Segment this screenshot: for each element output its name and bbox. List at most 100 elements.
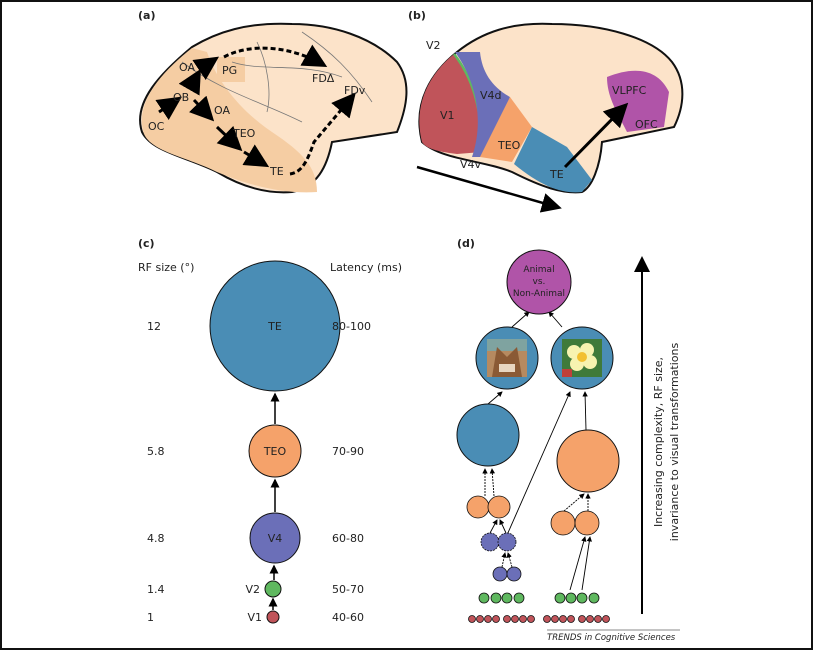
latency-teo: 70-90 bbox=[332, 445, 364, 458]
cat-image bbox=[487, 339, 527, 377]
label-teo-b: TEO bbox=[497, 139, 521, 152]
input-unit bbox=[543, 615, 551, 623]
te-node bbox=[209, 260, 341, 392]
teo-region bbox=[480, 97, 532, 162]
lower-layer-units bbox=[466, 495, 610, 623]
orange-unit bbox=[487, 495, 511, 519]
label-teo: TEO bbox=[232, 127, 256, 140]
input-unit bbox=[567, 615, 575, 623]
input-unit bbox=[519, 615, 527, 623]
hierarchy-arrows bbox=[268, 392, 280, 610]
label-oa-upper: OA bbox=[179, 61, 195, 74]
panel-b: (b) V2 V1 V4d V4v TEO TE VLPFC OFC bbox=[408, 9, 684, 213]
te-node-label: TE bbox=[267, 320, 282, 333]
input-unit bbox=[586, 615, 594, 623]
v2-node bbox=[264, 580, 282, 598]
rf-v1: 1 bbox=[147, 611, 154, 624]
oriented-filter-unit bbox=[513, 592, 525, 604]
oriented-filter-unit bbox=[490, 592, 502, 604]
input-unit bbox=[551, 615, 559, 623]
te-like-unit bbox=[456, 403, 520, 467]
input-unit bbox=[503, 615, 511, 623]
oriented-filter-unit bbox=[501, 592, 513, 604]
area-labels-a: OC OB OA PG OA TEO TE FDΔ FDv bbox=[148, 61, 366, 178]
oriented-filter-unit bbox=[565, 592, 577, 604]
oriented-filter-unit bbox=[576, 592, 588, 604]
rf-v4: 4.8 bbox=[147, 532, 165, 545]
panel-a: (a) OC OB OA PG OA TEO TE FDΔ FDv bbox=[138, 9, 408, 194]
panel-c: (c) RF size (°) Latency (ms) TE TEO V4 V… bbox=[138, 237, 402, 624]
orange-unit bbox=[574, 510, 600, 536]
label-ob: OB bbox=[173, 91, 189, 104]
rf-te: 12 bbox=[147, 320, 161, 333]
pathway-arrows bbox=[155, 44, 356, 176]
label-te: TE bbox=[269, 165, 284, 178]
v4-unit bbox=[492, 566, 508, 582]
input-unit bbox=[527, 615, 535, 623]
teo-node-label: TEO bbox=[263, 445, 287, 458]
latency-te: 80-100 bbox=[332, 320, 371, 333]
v4-unit bbox=[497, 532, 517, 552]
v4-unit bbox=[480, 532, 500, 552]
panel-c-label: (c) bbox=[138, 237, 155, 250]
label-v2: V2 bbox=[426, 39, 441, 52]
v4-node-label: V4 bbox=[268, 532, 283, 545]
v4-unit bbox=[506, 566, 522, 582]
label-v4d: V4d bbox=[480, 89, 502, 102]
label-fd-delta: FDΔ bbox=[312, 72, 335, 85]
pg-region bbox=[217, 57, 245, 82]
panel-b-label: (b) bbox=[408, 9, 426, 22]
animal-decision-node bbox=[506, 249, 572, 315]
area-labels-b: V2 V1 V4d V4v TEO TE VLPFC OFC bbox=[426, 39, 658, 181]
rf-v2: 1.4 bbox=[147, 583, 165, 596]
input-unit bbox=[476, 615, 484, 623]
input-unit bbox=[594, 615, 602, 623]
axis-label-line-2: invariance to visual transformations bbox=[668, 343, 681, 542]
top-node-line-3: Non-Animal bbox=[513, 289, 565, 299]
v1-node bbox=[266, 610, 280, 624]
top-node-line-2: vs. bbox=[533, 277, 546, 287]
input-unit bbox=[602, 615, 610, 623]
axis-label-line-1: Increasing complexity, RF size, bbox=[652, 357, 665, 527]
flower-image bbox=[562, 339, 602, 377]
network-connections bbox=[482, 311, 592, 591]
top-node-line-1: Animal bbox=[523, 265, 554, 275]
journal-credit: TRENDS in Cognitive Sciences bbox=[547, 633, 676, 643]
latency-v1: 40-60 bbox=[332, 611, 364, 624]
input-unit bbox=[559, 615, 567, 623]
teo-like-unit bbox=[556, 429, 620, 493]
label-ofc: OFC bbox=[635, 118, 658, 131]
v1-region bbox=[419, 54, 482, 154]
input-unit bbox=[484, 615, 492, 623]
v4-node bbox=[249, 512, 301, 564]
v1-node-label: V1 bbox=[247, 611, 262, 624]
te-region bbox=[514, 127, 592, 193]
panel-d: (d) Animal vs. Non-Animal bbox=[456, 237, 681, 643]
anteroposterior-arrow bbox=[416, 165, 562, 213]
label-pg: PG bbox=[222, 64, 237, 77]
label-v4v: V4v bbox=[460, 158, 482, 171]
te-to-pfc-arrow bbox=[563, 102, 629, 169]
panel-d-label: (d) bbox=[457, 237, 475, 250]
oriented-filter-unit bbox=[478, 592, 490, 604]
orange-unit bbox=[466, 495, 490, 519]
input-unit bbox=[511, 615, 519, 623]
input-unit bbox=[468, 615, 476, 623]
label-fdv: FDv bbox=[344, 84, 366, 97]
input-unit bbox=[578, 615, 586, 623]
latency-header: Latency (ms) bbox=[330, 261, 402, 274]
latency-v4: 60-80 bbox=[332, 532, 364, 545]
label-te-b: TE bbox=[549, 168, 564, 181]
label-oa-lower: OA bbox=[214, 104, 230, 117]
panel-a-label: (a) bbox=[138, 9, 155, 22]
input-unit bbox=[492, 615, 500, 623]
rf-size-header: RF size (°) bbox=[138, 261, 194, 274]
teo-node bbox=[248, 424, 302, 478]
orange-unit bbox=[550, 510, 576, 536]
latency-v2: 50-70 bbox=[332, 583, 364, 596]
label-oc: OC bbox=[148, 120, 165, 133]
label-vlpfc: VLPFC bbox=[612, 84, 647, 97]
v2-node-label: V2 bbox=[245, 583, 260, 596]
